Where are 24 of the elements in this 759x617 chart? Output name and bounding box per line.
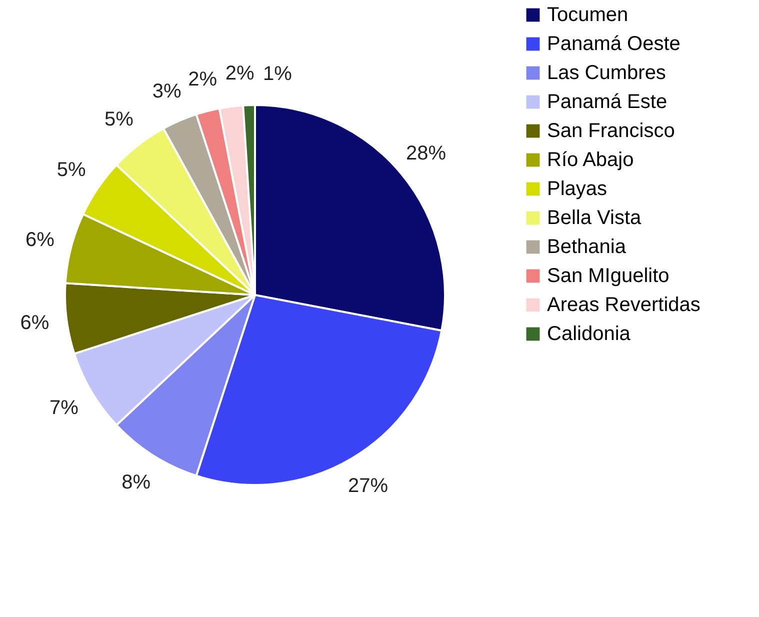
data-label: 1%	[263, 63, 292, 86]
data-label: 6%	[20, 312, 50, 334]
data-label: 3%	[152, 80, 182, 102]
data-label: 7%	[49, 397, 79, 420]
data-label: 2%	[188, 68, 218, 90]
legend-label: San MIguelito	[547, 265, 670, 287]
legend-label: Las Cumbres	[547, 62, 666, 84]
legend-label: Playas	[547, 178, 608, 200]
data-label: 5%	[104, 108, 134, 131]
legend-label: San Francisco	[547, 120, 675, 142]
legend-label: Calidonia	[547, 323, 632, 345]
legend-label: Bella Vista	[547, 207, 642, 229]
legend-label: Areas Revertidas	[547, 294, 700, 316]
legend-label: Panamá Oeste	[547, 33, 680, 55]
data-label: 8%	[122, 471, 151, 494]
data-label: 6%	[26, 228, 55, 251]
data-label: 5%	[56, 159, 86, 182]
data-label: 2%	[225, 62, 254, 85]
legend-label: Bethania	[547, 236, 627, 258]
data-label: 27%	[348, 475, 388, 498]
legend-label: Tocumen	[547, 4, 628, 26]
legend-label: Río Abajo	[547, 149, 634, 171]
data-label: 28%	[406, 142, 446, 164]
legend-label: Panamá Este	[547, 91, 668, 113]
